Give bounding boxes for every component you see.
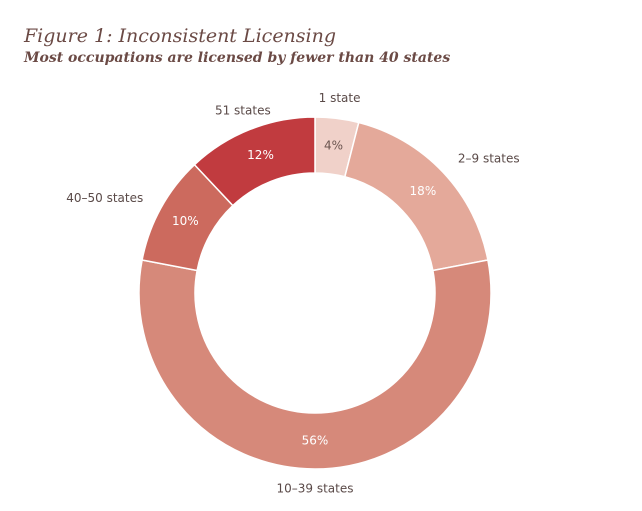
chart-title: Figure 1: Inconsistent Licensing bbox=[23, 25, 336, 47]
donut-slice bbox=[138, 259, 492, 470]
category-label: 1 state bbox=[319, 91, 361, 105]
value-label: 56% bbox=[302, 434, 329, 448]
category-label: 40–50 states bbox=[66, 191, 143, 205]
value-label: 4% bbox=[324, 139, 343, 153]
category-label: 2–9 states bbox=[458, 151, 520, 165]
value-label: 12% bbox=[247, 148, 274, 162]
category-label: 10–39 states bbox=[276, 482, 353, 496]
chart-subtitle: Most occupations are licensed by fewer t… bbox=[23, 50, 450, 66]
value-label: 10% bbox=[172, 214, 199, 228]
category-label: 51 states bbox=[215, 103, 271, 117]
donut-slice bbox=[193, 116, 316, 207]
value-label: 18% bbox=[410, 184, 437, 198]
